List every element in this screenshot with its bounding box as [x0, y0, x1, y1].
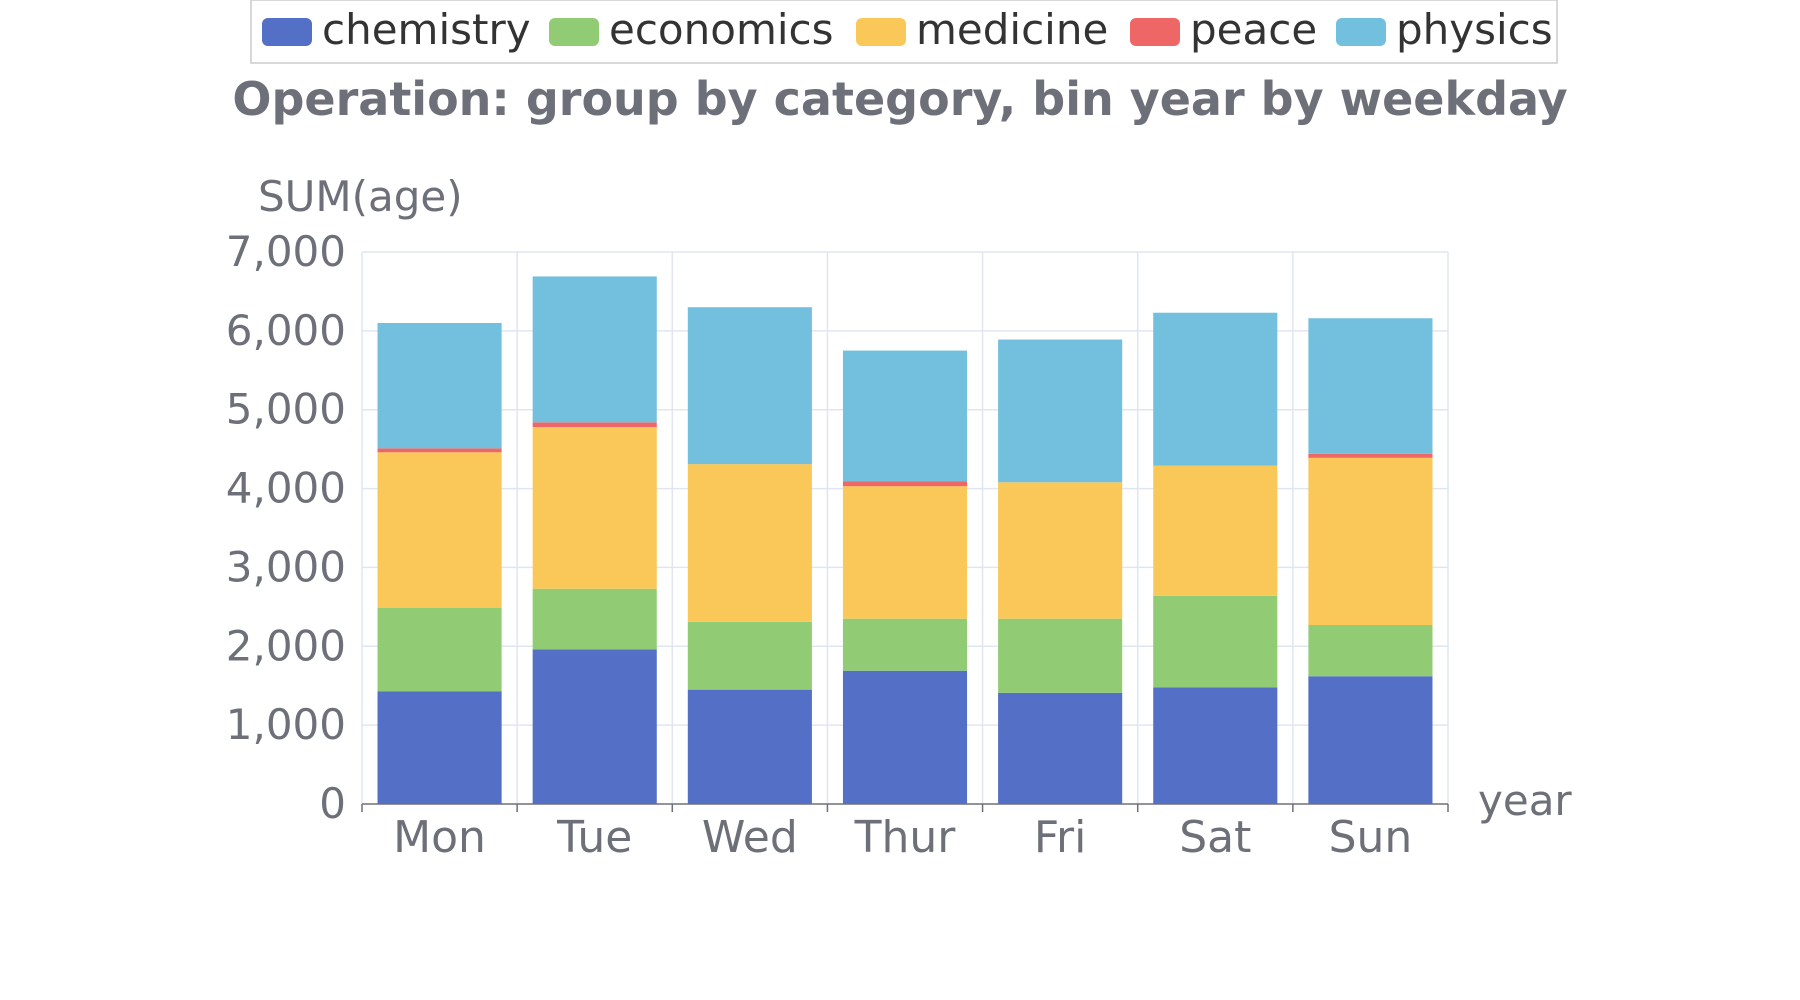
legend-swatch-chemistry[interactable] [262, 18, 312, 46]
bar-physics-sun [1308, 318, 1433, 454]
bar-medicine-sat [1153, 465, 1278, 596]
bar-chemistry-sun [1308, 676, 1433, 804]
bar-economics-tue [532, 588, 657, 650]
bar-chemistry-fri [998, 692, 1123, 804]
x-tick-label: Fri [1034, 812, 1086, 863]
bar-economics-fri [998, 618, 1123, 693]
x-tick-label: Wed [702, 812, 798, 863]
bar-peace-mon [377, 448, 502, 453]
x-tick-label: Thur [854, 812, 957, 863]
chart-title: Operation: group by category, bin year b… [232, 72, 1567, 126]
y-tick-label: 4,000 [226, 464, 346, 513]
bar-medicine-mon [377, 452, 502, 608]
bar-economics-wed [687, 621, 812, 690]
bar-physics-mon [377, 322, 502, 449]
bar-economics-mon [377, 607, 502, 692]
legend-swatch-peace[interactable] [1130, 18, 1180, 46]
y-tick-label: 2,000 [226, 621, 346, 670]
bar-medicine-fri [998, 482, 1123, 619]
bar-economics-sat [1153, 595, 1278, 688]
bar-economics-thur [842, 618, 968, 671]
bar-chemistry-sat [1153, 687, 1278, 804]
x-tick-label: Tue [556, 812, 632, 863]
x-tick-label: Sun [1329, 812, 1413, 863]
legend-swatch-economics[interactable] [549, 18, 599, 46]
bars [377, 276, 1433, 804]
bar-physics-tue [532, 276, 657, 423]
bar-physics-thur [842, 350, 968, 482]
x-axis-label: year [1478, 776, 1572, 825]
bar-medicine-wed [687, 464, 812, 622]
x-tick-label: Mon [393, 812, 486, 863]
bar-medicine-sun [1308, 457, 1433, 625]
bar-chemistry-wed [687, 689, 812, 804]
legend-border [250, 0, 1558, 64]
y-axis-label: SUM(age) [258, 172, 463, 221]
legend-label-physics[interactable]: physics [1396, 5, 1553, 54]
legend-label-economics[interactable]: economics [609, 5, 834, 54]
bar-economics-sun [1308, 624, 1433, 677]
bar-medicine-thur [842, 486, 968, 619]
bar-chemistry-mon [377, 691, 502, 804]
bar-chemistry-tue [532, 649, 657, 804]
legend-swatch-medicine[interactable] [856, 18, 906, 46]
bar-medicine-tue [532, 427, 657, 589]
legend-label-peace[interactable]: peace [1190, 5, 1317, 54]
x-tick-label: Sat [1179, 812, 1251, 863]
legend-swatch-physics[interactable] [1336, 18, 1386, 46]
y-tick-label: 1,000 [226, 700, 346, 749]
axes: 0 1,000 2,000 3,000 4,000 5,000 6,000 7,000 Mon T… [226, 227, 1449, 863]
y-tick-label: 7,000 [226, 227, 346, 276]
legend-label-chemistry[interactable]: chemistry [322, 5, 531, 54]
legend-label-medicine[interactable]: medicine [916, 5, 1108, 54]
bar-peace-tue [532, 422, 657, 428]
bar-physics-wed [687, 307, 812, 465]
y-tick-label: 0 [319, 779, 346, 828]
bar-chemistry-thur [842, 670, 968, 804]
y-tick-label: 6,000 [226, 306, 346, 355]
bar-physics-sat [1153, 312, 1278, 466]
legend: chemistry economics medicine peace physics [250, 0, 1558, 64]
bar-peace-sun [1308, 453, 1433, 458]
bar-peace-thur [842, 481, 968, 487]
y-tick-label: 3,000 [226, 542, 346, 591]
y-tick-label: 5,000 [226, 385, 346, 434]
bar-physics-fri [998, 339, 1123, 483]
